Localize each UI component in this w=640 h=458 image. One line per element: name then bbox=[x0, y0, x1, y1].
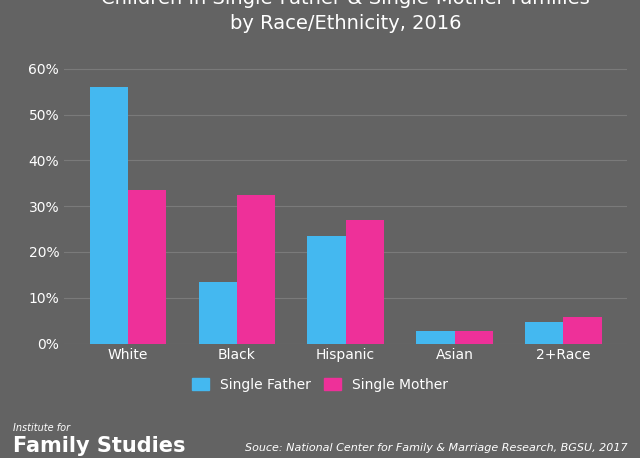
Bar bbox=[90, 87, 128, 344]
Bar bbox=[346, 220, 384, 344]
Bar bbox=[237, 195, 275, 344]
Text: Family Studies: Family Studies bbox=[13, 436, 186, 456]
Text: Souce: National Center for Family & Marriage Research, BGSU, 2017: Souce: National Center for Family & Marr… bbox=[244, 443, 627, 453]
Legend: Single Father, Single Mother: Single Father, Single Mother bbox=[192, 377, 448, 392]
Bar bbox=[563, 317, 602, 344]
Bar bbox=[525, 322, 563, 344]
Bar bbox=[454, 331, 493, 344]
Text: Institute for: Institute for bbox=[13, 423, 70, 433]
Bar bbox=[417, 331, 454, 344]
Title: Children in Single-Father & Single-Mother Families
by Race/Ethnicity, 2016: Children in Single-Father & Single-Mothe… bbox=[101, 0, 590, 33]
Bar bbox=[307, 236, 346, 344]
Bar bbox=[198, 282, 237, 344]
Bar bbox=[128, 190, 166, 344]
